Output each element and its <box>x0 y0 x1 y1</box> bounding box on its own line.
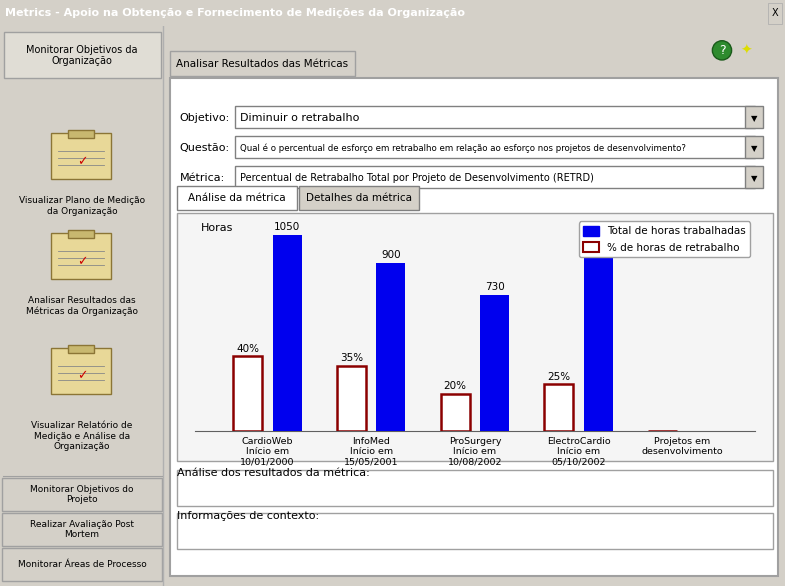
Bar <box>337 366 366 431</box>
Text: 900: 900 <box>381 250 400 260</box>
FancyBboxPatch shape <box>2 478 162 511</box>
Text: Metrics - Apoio na Obtenção e Fornecimento de Medições da Organização: Metrics - Apoio na Obtenção e Fornecimen… <box>5 8 465 18</box>
Text: Monitorar Áreas de Processo: Monitorar Áreas de Processo <box>17 560 146 569</box>
Text: Analisar Resultados das Métricas: Analisar Resultados das Métricas <box>176 59 348 69</box>
Text: Visualizar Plano de Medição
da Organização: Visualizar Plano de Medição da Organizaç… <box>19 196 145 216</box>
FancyBboxPatch shape <box>177 213 773 461</box>
Text: ▼: ▼ <box>750 114 758 123</box>
FancyBboxPatch shape <box>170 79 778 576</box>
Bar <box>272 235 301 431</box>
Text: Analisar Resultados das
Métricas da Organização: Analisar Resultados das Métricas da Orga… <box>26 296 138 316</box>
Text: Análise da métrica: Análise da métrica <box>188 193 286 203</box>
Text: 35%: 35% <box>340 353 363 363</box>
Bar <box>480 295 509 431</box>
FancyBboxPatch shape <box>4 32 161 79</box>
Text: Análise dos resultados da métrica:: Análise dos resultados da métrica: <box>177 468 370 478</box>
Text: Visualizar Relatório de
Medição e Análise da
Organização: Visualizar Relatório de Medição e Anális… <box>31 421 133 451</box>
FancyBboxPatch shape <box>235 166 755 188</box>
FancyBboxPatch shape <box>235 137 755 158</box>
FancyBboxPatch shape <box>745 137 763 158</box>
Bar <box>584 254 613 431</box>
Text: Objetivo:: Objetivo: <box>180 113 230 123</box>
Text: Questão:: Questão: <box>180 144 230 154</box>
FancyBboxPatch shape <box>768 2 782 23</box>
FancyBboxPatch shape <box>299 186 419 210</box>
Text: Diminuir o retrabalho: Diminuir o retrabalho <box>240 113 360 123</box>
FancyBboxPatch shape <box>2 548 162 581</box>
Text: 25%: 25% <box>547 372 571 381</box>
FancyBboxPatch shape <box>2 513 162 546</box>
Text: Monitorar Objetivos do
Projeto: Monitorar Objetivos do Projeto <box>30 485 133 505</box>
Text: Monitorar Objetivos da
Organização: Monitorar Objetivos da Organização <box>26 45 137 66</box>
Bar <box>233 356 262 431</box>
FancyBboxPatch shape <box>177 513 773 549</box>
FancyBboxPatch shape <box>235 106 755 128</box>
Text: Percentual de Retrabalho Total por Projeto de Desenvolvimento (RETRD): Percentual de Retrabalho Total por Proje… <box>240 173 593 183</box>
Text: Informações de contexto:: Informações de contexto: <box>177 511 319 521</box>
Text: 950: 950 <box>589 241 608 251</box>
Text: ✓: ✓ <box>77 255 87 268</box>
Bar <box>376 263 405 431</box>
Text: ✓: ✓ <box>77 370 87 383</box>
Legend: Total de horas trabalhadas, % de horas de retrabalho: Total de horas trabalhadas, % de horas d… <box>579 222 750 257</box>
FancyBboxPatch shape <box>177 470 773 506</box>
Text: 20%: 20% <box>444 381 467 391</box>
Text: 1050: 1050 <box>274 222 301 232</box>
Text: Realizar Avaliação Post
Mortem: Realizar Avaliação Post Mortem <box>30 520 134 539</box>
FancyBboxPatch shape <box>68 230 94 239</box>
FancyBboxPatch shape <box>51 133 111 179</box>
Text: ✦: ✦ <box>740 43 752 57</box>
Text: ▼: ▼ <box>750 174 758 183</box>
Bar <box>440 394 469 431</box>
FancyBboxPatch shape <box>177 186 297 210</box>
Text: 730: 730 <box>485 282 505 292</box>
Text: X: X <box>772 8 778 18</box>
Text: ✓: ✓ <box>77 155 87 168</box>
Text: ▼: ▼ <box>750 144 758 153</box>
FancyBboxPatch shape <box>745 106 763 128</box>
FancyBboxPatch shape <box>170 52 355 76</box>
Text: Horas: Horas <box>200 223 233 233</box>
Text: Métrica:: Métrica: <box>180 173 225 183</box>
Text: ?: ? <box>719 44 725 57</box>
Bar <box>545 384 574 431</box>
Text: Qual é o percentual de esforço em retrabalho em relação ao esforço nos projetos : Qual é o percentual de esforço em retrab… <box>240 144 686 153</box>
FancyBboxPatch shape <box>745 166 763 188</box>
FancyBboxPatch shape <box>51 348 111 394</box>
FancyBboxPatch shape <box>68 345 94 353</box>
Text: 40%: 40% <box>236 343 259 353</box>
FancyBboxPatch shape <box>68 130 94 138</box>
Text: Detalhes da métrica: Detalhes da métrica <box>306 193 412 203</box>
FancyBboxPatch shape <box>51 233 111 279</box>
